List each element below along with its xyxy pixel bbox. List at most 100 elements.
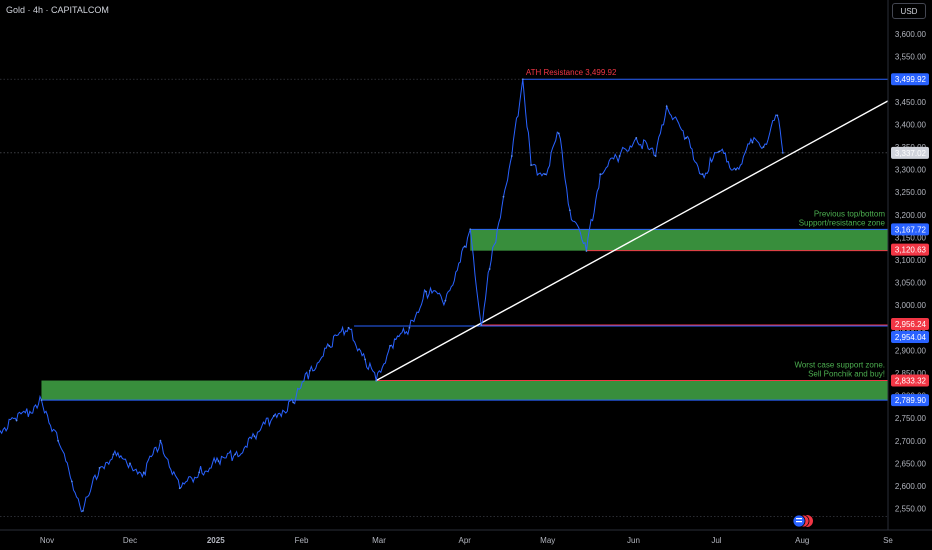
zones-layer [41,229,889,401]
y-tick-label: 3,400.00 [895,120,927,129]
price-tag-label: 3,499.92 [895,75,927,84]
price-point [159,439,162,442]
price-tag: 3,499.92 [891,73,929,86]
price-point [488,268,491,270]
price-tag-label: 3,337.02 [895,149,927,158]
price-point [198,471,201,474]
price-point [425,290,427,293]
y-tick-label: 2,750.00 [895,414,927,423]
y-tick-label: 3,600.00 [895,30,927,39]
price-point [98,467,101,469]
y-tick-label: 3,250.00 [895,188,927,197]
price-point [234,453,237,456]
y-tick-label: 3,000.00 [895,301,927,310]
y-tick-label: 2,550.00 [895,505,927,514]
x-tick-label: Aug [795,536,809,545]
price-point [480,324,483,326]
x-tick-label: Se [883,536,893,545]
price-point [40,399,43,402]
price-series-layer [0,78,784,513]
y-tick-label: 3,200.00 [895,211,927,220]
price-tag-label: 2,954.04 [895,333,927,342]
price-tag: 2,789.90 [891,394,929,407]
price-point [654,155,657,157]
price-tags-layer: 3,499.92 3,337.02 3,167.72 3,120.63 2,956.24… [891,73,929,407]
price-point [544,173,546,176]
price-point [776,114,779,117]
currency-selector[interactable]: USD [892,3,926,19]
price-tag-label: 2,833.32 [895,377,927,386]
price-point [718,150,721,153]
y-tick-label: 3,300.00 [895,166,927,175]
price-tag-bg [891,374,929,387]
price-tag: 2,954.04 [891,330,929,343]
price-point [557,132,560,135]
y-tick-label: 2,900.00 [895,346,927,355]
y-tick-label: 2,700.00 [895,437,927,446]
price-point [734,168,737,171]
x-tick-label: 2025 [207,536,225,545]
trendline [375,100,889,382]
price-point [599,173,602,176]
price-point [568,209,571,212]
price-axis[interactable]: 2,550.00 2,600.00 2,650.00 2,700.00 2,750.00… [887,0,932,530]
annotation-label: ATH Resistance 3,499.92 [526,68,617,77]
price-point [618,155,621,157]
price-point [502,195,505,198]
y-tick-label: 2,850.00 [895,369,927,378]
support-zone-1 [470,229,888,251]
price-tag-label: 2,956.24 [895,320,927,329]
price-point [15,419,18,422]
trendline-layer [375,100,889,382]
x-tick-label: May [540,536,555,545]
price-point [469,228,472,231]
flag-icon[interactable] [792,514,813,528]
time-axis[interactable]: Nov Dec 2025 Feb Mar Apr May Jun Jul Aug Se [0,529,932,545]
price-point [112,453,115,456]
price-point [292,401,295,404]
price-tag: 2,833.32 [891,374,929,387]
price-point [665,105,668,108]
y-tick-label: 3,550.00 [895,53,927,62]
price-tag-bg [891,223,929,236]
price-tag-bg [891,317,929,330]
annotation-label: Previous top/bottom [814,209,885,218]
y-tick-label: 3,450.00 [895,98,927,107]
price-point [364,358,367,361]
price-point [521,78,524,81]
price-tag: 3,337.02 [891,146,929,159]
y-tick-label: 2,650.00 [895,459,927,468]
price-point [217,460,220,463]
price-tag: 3,120.63 [891,243,929,256]
price-point [635,137,638,139]
y-tick-label: 3,100.00 [895,256,927,265]
x-tick-label: Feb [295,536,309,545]
price-point [178,487,181,490]
price-tag-label: 3,167.72 [895,225,927,234]
price-line [0,79,784,513]
price-tag-bg [891,394,929,407]
price-point [685,137,687,139]
x-tick-label: Nov [40,536,54,545]
x-tick-label: Dec [123,536,137,545]
level-lines-layer [0,78,888,518]
chart-title: Gold · 4h · CAPITALCOM [6,5,109,15]
price-point [530,164,533,166]
annotations-layer: ATH Resistance 3,499.92 Previous top/bott… [526,68,886,378]
price-point [308,369,311,372]
price-point [57,439,59,442]
price-point [347,326,350,329]
price-point [585,250,588,252]
annotation-label: Support/resistance zone [799,218,886,227]
price-point [272,415,275,417]
price-point [463,245,466,248]
price-tag: 2,956.24 [891,317,929,330]
price-point [82,509,84,512]
price-point [129,462,131,465]
y-tick-label: 2,600.00 [895,482,927,491]
price-point [389,344,391,347]
price-point [762,146,765,148]
price-tag-label: 3,120.63 [895,246,927,255]
price-point [701,173,704,176]
